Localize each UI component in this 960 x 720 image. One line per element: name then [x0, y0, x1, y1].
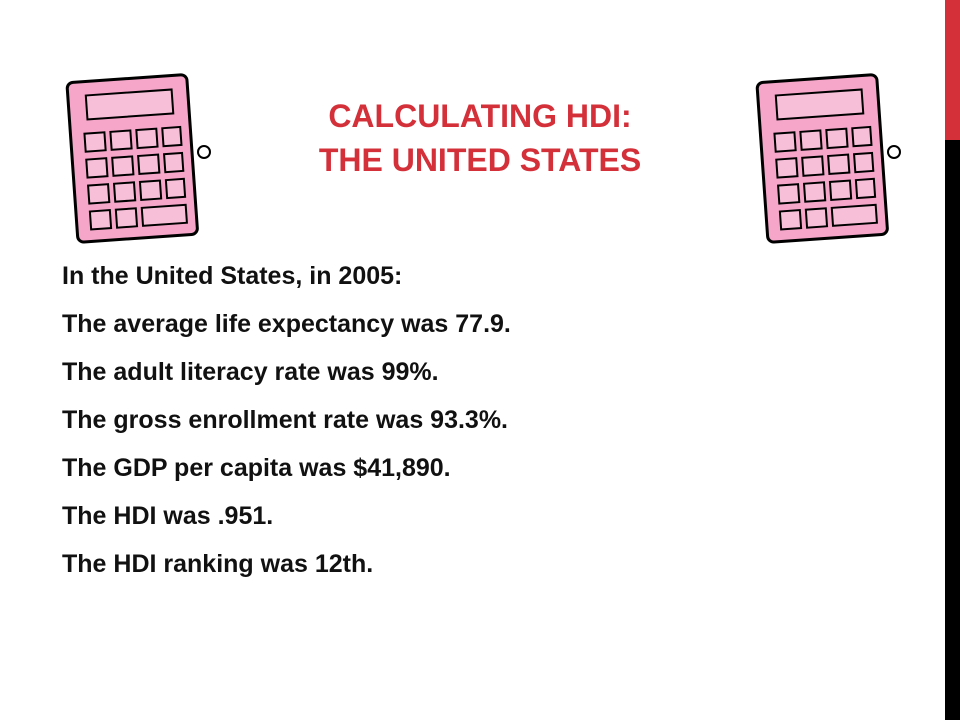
title-line: CALCULATING HDI: [328, 98, 632, 134]
calculator-right [755, 73, 901, 244]
side-bar [945, 0, 960, 720]
body-line: The GDP per capita was $41,890. [62, 454, 451, 482]
title-line: THE UNITED STATES [318, 142, 642, 178]
body-line: The HDI ranking was 12th. [62, 550, 374, 578]
body-line: The HDI was .951. [62, 502, 274, 530]
body-line: The gross enrollment rate was 93.3%. [62, 406, 508, 434]
calculator-left [65, 73, 211, 244]
body-line: The adult literacy rate was 99%. [62, 358, 439, 386]
side-bar-accent [945, 0, 960, 140]
body-line: In the United States, in 2005: [62, 262, 403, 290]
body-line: The average life expectancy was 77.9. [62, 310, 511, 338]
